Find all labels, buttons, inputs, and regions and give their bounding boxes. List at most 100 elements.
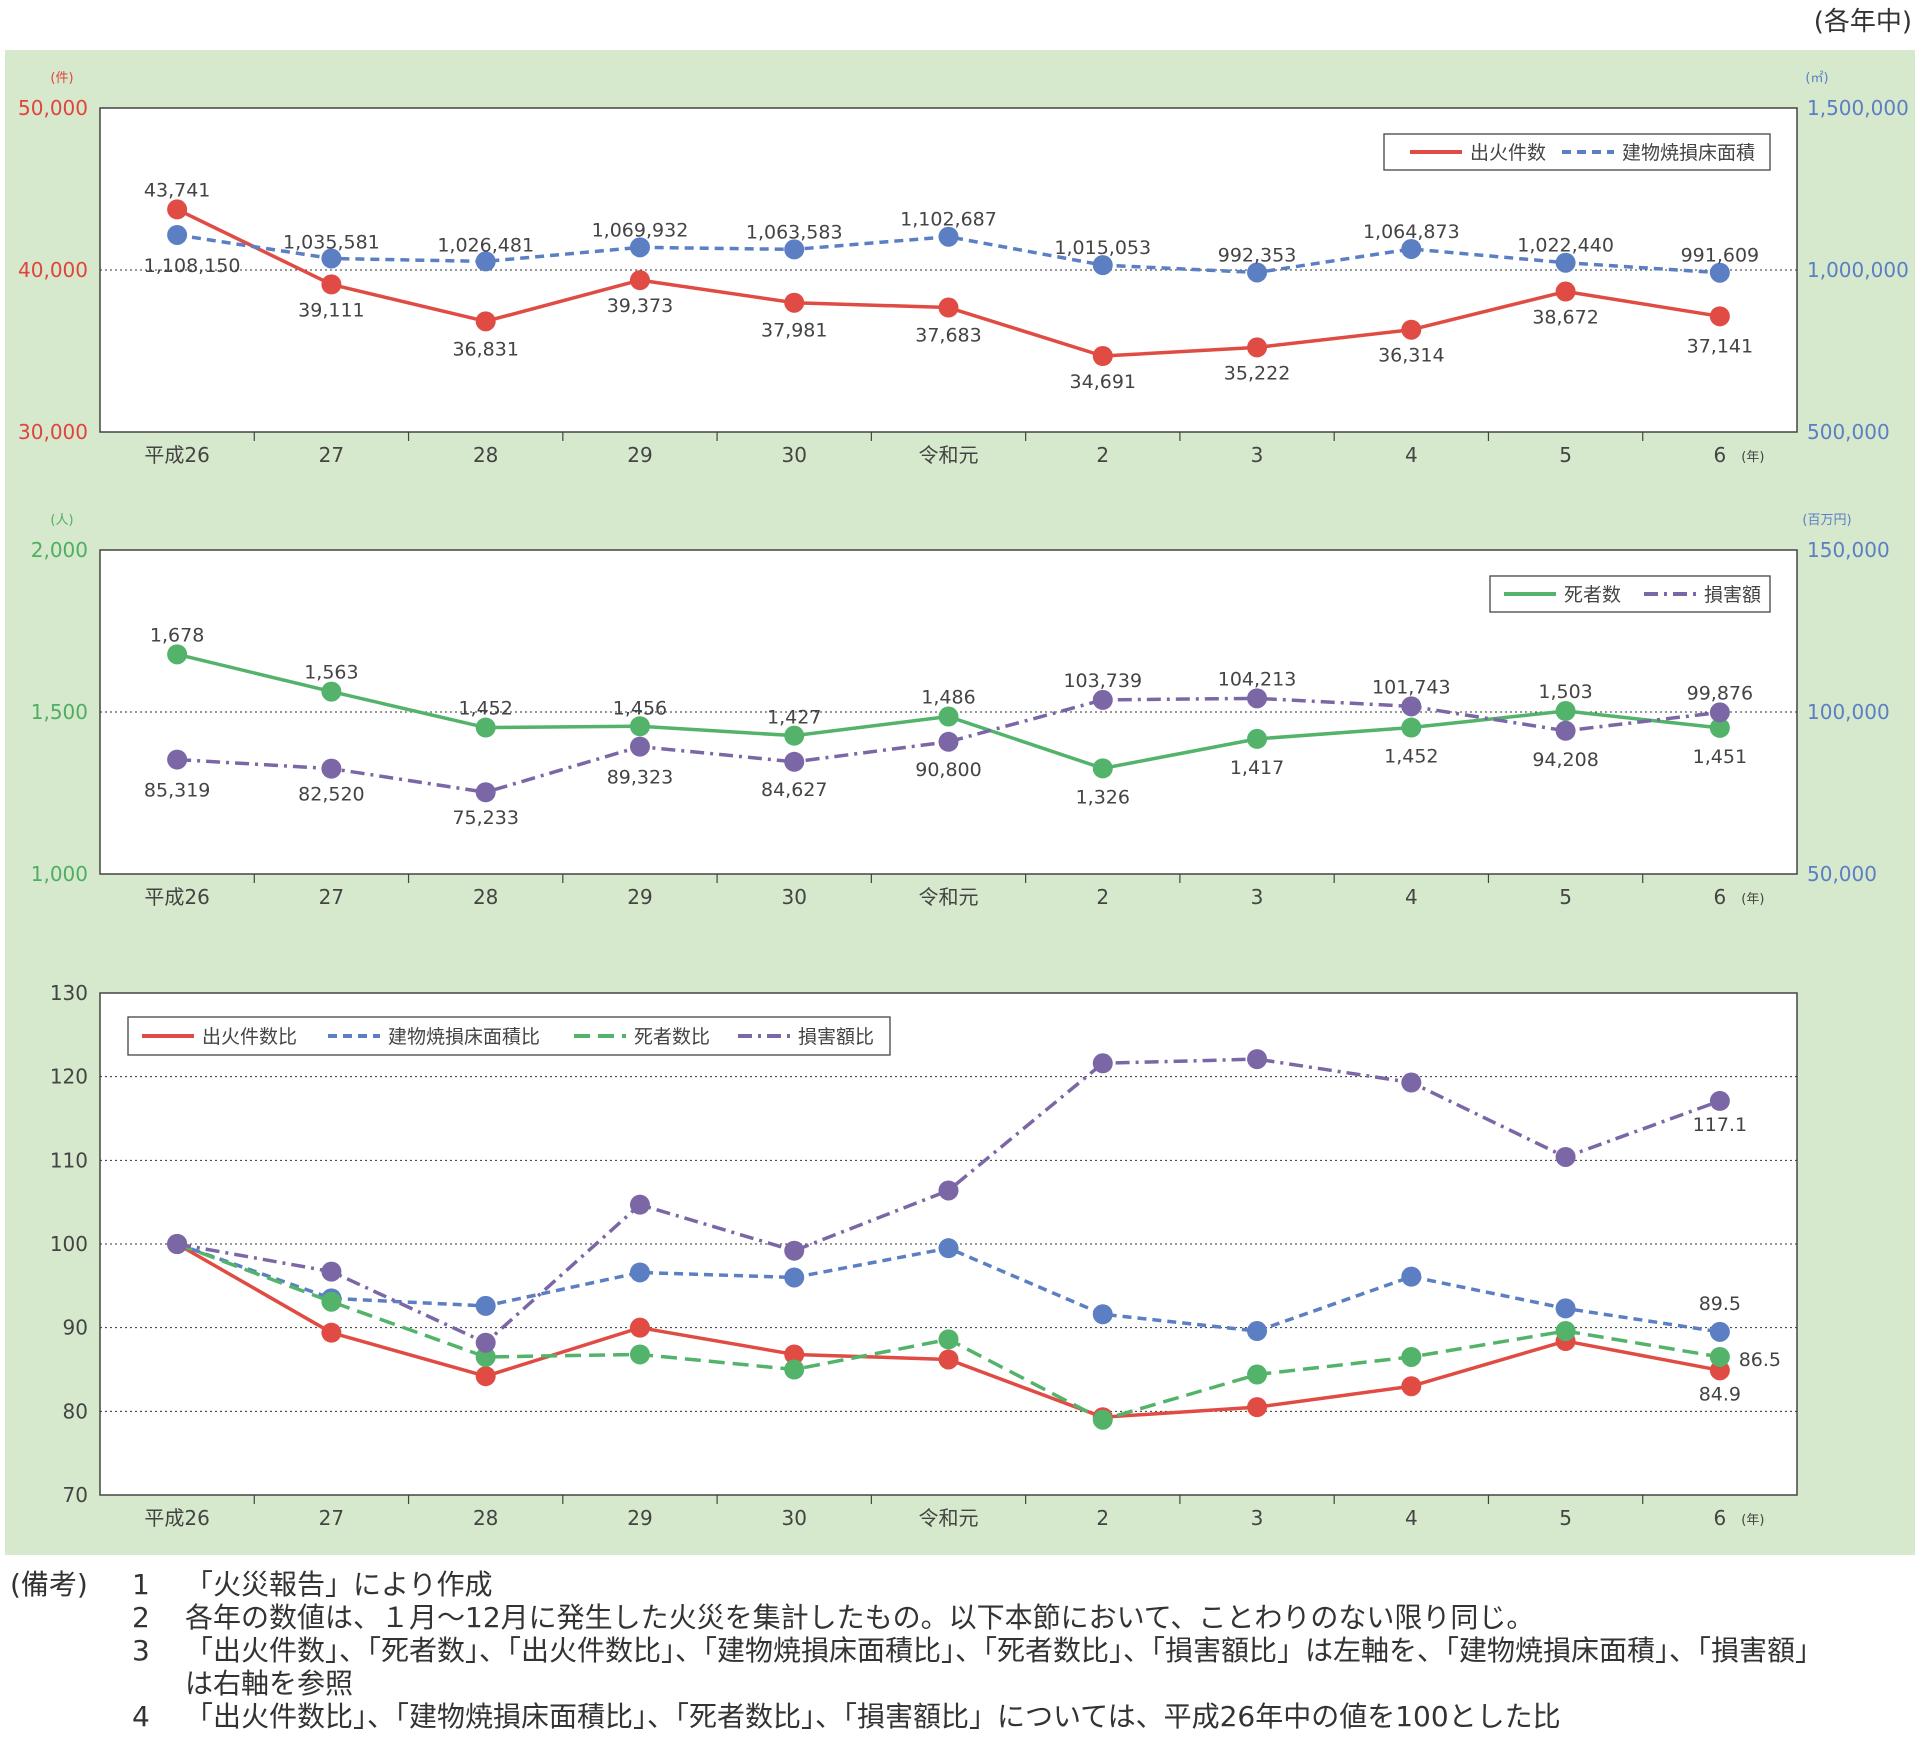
- data-point: [1247, 1049, 1268, 1070]
- x-tick-label: 5: [1559, 443, 1572, 467]
- notes-label: (備考): [10, 1568, 88, 1601]
- data-point: [321, 1261, 342, 1282]
- data-label: 99,876: [1687, 682, 1753, 704]
- x-tick-label: 27: [319, 443, 344, 467]
- x-tick-label: 30: [782, 885, 807, 909]
- data-label: 84.9: [1699, 1383, 1741, 1405]
- data-point: [938, 1349, 959, 1370]
- data-point: [1555, 1146, 1576, 1167]
- legend-label: 死者数比: [634, 1026, 710, 1048]
- data-point: [784, 1240, 805, 1261]
- data-label: 43,741: [144, 179, 210, 201]
- x-tick-label: 令和元: [919, 443, 979, 467]
- y-tick-label-left: 2,000: [31, 538, 88, 562]
- data-point: [629, 736, 650, 757]
- data-label: 37,981: [761, 320, 827, 342]
- data-point: [784, 239, 805, 260]
- y-tick-label-left: 80: [63, 1399, 88, 1423]
- y-tick-label-right: 1,500,000: [1807, 96, 1909, 120]
- chart-figure: (各年中) 平成26 27 28 29 30 令和元 2 3 4 5 6 (年) 30,000 40,00…: [5, 7, 1915, 1555]
- data-point: [321, 681, 342, 702]
- data-label: 1,503: [1538, 681, 1592, 703]
- chart-panel-1: 平成26 27 28 29 30 令和元 2 3 4 5 6 (年) 30,000 40,000 50,00…: [18, 71, 1909, 467]
- y-tick-label-left: 1,000: [31, 862, 88, 886]
- data-point: [1092, 689, 1113, 710]
- data-label: 1,678: [150, 624, 204, 646]
- period-label: (各年中): [1814, 7, 1912, 37]
- data-label: 75,233: [452, 807, 518, 829]
- data-label: 1,427: [767, 707, 821, 729]
- data-point: [1401, 1346, 1422, 1367]
- y-tick-label-left: 110: [50, 1148, 88, 1172]
- data-label: 992,353: [1218, 244, 1297, 266]
- data-label: 1,326: [1076, 786, 1130, 808]
- data-label: 991,609: [1681, 245, 1760, 267]
- data-point: [1247, 1364, 1268, 1385]
- y-tick-label-left: 1,500: [31, 700, 88, 724]
- notes-section: (備考) 1 「火災報告」により作成 2 各年の数値は、１月〜12月に発生した火…: [10, 1568, 1910, 1733]
- y-tick-label-left: 50,000: [18, 96, 88, 120]
- data-point: [167, 749, 188, 770]
- data-point: [1709, 262, 1730, 283]
- data-point: [321, 274, 342, 295]
- data-label: 1,015,053: [1054, 237, 1151, 259]
- data-point: [629, 1262, 650, 1283]
- series-line-損害額比: [176, 1057, 1721, 1345]
- data-label: 1,022,440: [1517, 235, 1614, 257]
- data-point: [1709, 1346, 1730, 1367]
- data-point: [1555, 281, 1576, 302]
- data-point: [1709, 717, 1730, 738]
- data-point: [167, 1234, 188, 1254]
- x-tick-label: 2: [1096, 443, 1109, 467]
- data-point: [784, 292, 805, 313]
- x-tick-label: 29: [627, 1506, 652, 1530]
- data-label: 1,452: [458, 698, 512, 720]
- data-label: 90,800: [915, 759, 981, 781]
- y-axis-unit-right: (㎡): [1805, 71, 1828, 86]
- note-number: 3: [132, 1634, 150, 1667]
- x-tick-label: 6: [1713, 1506, 1726, 1530]
- x-tick-label: 平成26: [144, 885, 209, 909]
- data-label: 103,739: [1063, 670, 1142, 692]
- y-tick-label-left: 100: [50, 1232, 88, 1256]
- data-label: 1,069,932: [592, 219, 689, 241]
- data-point: [1555, 1321, 1576, 1342]
- data-point: [1247, 262, 1268, 283]
- legend-box: [127, 1016, 891, 1056]
- data-label: 39,111: [298, 299, 364, 321]
- x-tick-label: 4: [1405, 885, 1418, 909]
- data-point: [629, 1344, 650, 1365]
- data-point: [1555, 720, 1576, 741]
- data-label: 35,222: [1224, 362, 1290, 384]
- note-row-1: (備考) 1 「火災報告」により作成: [10, 1568, 1910, 1601]
- data-point: [629, 237, 650, 258]
- data-point: [475, 1295, 496, 1316]
- data-point: [784, 1359, 805, 1380]
- data-point: [321, 758, 342, 779]
- data-point: [1555, 1298, 1576, 1319]
- data-point: [475, 251, 496, 272]
- data-point: [1092, 1304, 1113, 1325]
- data-point: [1401, 319, 1422, 340]
- data-point: [167, 644, 188, 665]
- x-tick-label: 27: [319, 885, 344, 909]
- x-axis-unit: (年): [1741, 1513, 1764, 1528]
- data-point: [1092, 346, 1113, 367]
- note-row-2: 2 各年の数値は、１月〜12月に発生した火災を集計したもの。以下本節において、こ…: [10, 1601, 1910, 1634]
- data-point: [475, 717, 496, 738]
- x-tick-label: 28: [473, 1506, 498, 1530]
- x-tick-label: 2: [1096, 1506, 1109, 1530]
- y-tick-label-right: 150,000: [1807, 538, 1890, 562]
- data-label: 1,026,481: [437, 234, 534, 256]
- data-point: [475, 311, 496, 332]
- y-tick-label-left: 40,000: [18, 258, 88, 282]
- y-axis-unit-left: (件): [50, 71, 73, 86]
- data-label: 94,208: [1532, 749, 1598, 771]
- note-text: 「出火件数比」、「建物焼損床面積比」、「死者数比」、「損害額比」については、平成…: [185, 1700, 1561, 1733]
- x-tick-label: 令和元: [919, 1506, 979, 1530]
- data-point: [1092, 1053, 1113, 1074]
- data-label: 39,373: [607, 295, 673, 317]
- data-point: [1401, 1376, 1422, 1397]
- x-tick-label: 令和元: [919, 885, 979, 909]
- x-tick-label: 3: [1251, 885, 1264, 909]
